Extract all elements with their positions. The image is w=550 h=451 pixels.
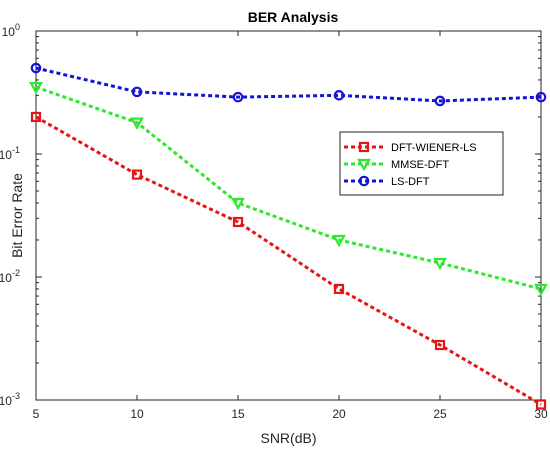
data-point-marker bbox=[131, 169, 143, 180]
y-tick-exponent: -2 bbox=[12, 268, 20, 278]
data-point-marker bbox=[232, 91, 244, 103]
y-tick-base: 10 bbox=[0, 271, 12, 285]
y-tick-exponent: -1 bbox=[12, 145, 20, 155]
legend-label: LS-DFT bbox=[391, 176, 430, 188]
x-tick-label: 10 bbox=[130, 407, 144, 421]
series-layer bbox=[29, 62, 548, 410]
data-point-marker bbox=[535, 399, 547, 410]
series-dft-wiener-ls bbox=[30, 111, 547, 410]
x-tick-label: 15 bbox=[231, 407, 245, 421]
data-point-marker bbox=[332, 234, 346, 248]
x-tick-label: 20 bbox=[332, 407, 346, 421]
x-axis-ticks: 5 10 15 20 25 30 bbox=[33, 31, 548, 421]
legend-marker bbox=[357, 158, 371, 172]
legend-label: DFT-WIENER-LS bbox=[391, 142, 477, 154]
data-point-marker bbox=[433, 257, 447, 271]
y-tick-label: 100 bbox=[2, 22, 20, 39]
series-ls-dft bbox=[30, 62, 547, 107]
data-point-marker bbox=[131, 86, 143, 98]
data-point-marker bbox=[333, 283, 345, 295]
data-point-marker bbox=[434, 95, 446, 107]
x-axis-label: SNR(dB) bbox=[260, 430, 316, 446]
legend-marker bbox=[358, 141, 370, 153]
y-tick-base: 10 bbox=[2, 25, 16, 39]
data-point-marker bbox=[130, 117, 144, 130]
series-mmse-dft bbox=[29, 81, 548, 297]
y-tick-label: 10-1 bbox=[0, 145, 20, 162]
data-point-marker bbox=[534, 283, 548, 297]
y-tick-label: 10-2 bbox=[0, 268, 20, 285]
data-point-marker bbox=[29, 81, 43, 95]
legend-marker bbox=[358, 175, 370, 187]
data-point-marker bbox=[434, 339, 446, 351]
x-tick-label: 5 bbox=[33, 407, 40, 421]
data-point-marker bbox=[333, 90, 345, 101]
y-tick-exponent: 0 bbox=[15, 22, 20, 32]
data-point-marker bbox=[30, 111, 42, 123]
data-point-marker bbox=[232, 216, 244, 228]
y-tick-base: 10 bbox=[0, 394, 12, 408]
chart-title: BER Analysis bbox=[248, 9, 339, 25]
series-line bbox=[35, 85, 542, 291]
data-point-marker bbox=[535, 91, 547, 103]
series-line bbox=[35, 115, 542, 406]
legend: DFT-WIENER-LS MMSE-DFT LS-DFT bbox=[339, 131, 504, 196]
y-axis-label: Bit Error Rate bbox=[9, 173, 25, 258]
y-tick-label: 10-3 bbox=[0, 391, 20, 408]
legend-label: MMSE-DFT bbox=[391, 159, 449, 171]
x-tick-label: 25 bbox=[433, 407, 447, 421]
data-point-marker bbox=[231, 197, 245, 211]
data-point-marker bbox=[30, 62, 42, 74]
x-tick-label: 30 bbox=[534, 407, 548, 421]
plot-area bbox=[35, 30, 542, 401]
series-line bbox=[35, 66, 542, 103]
y-tick-exponent: -3 bbox=[12, 391, 20, 401]
y-tick-base: 10 bbox=[0, 148, 12, 162]
